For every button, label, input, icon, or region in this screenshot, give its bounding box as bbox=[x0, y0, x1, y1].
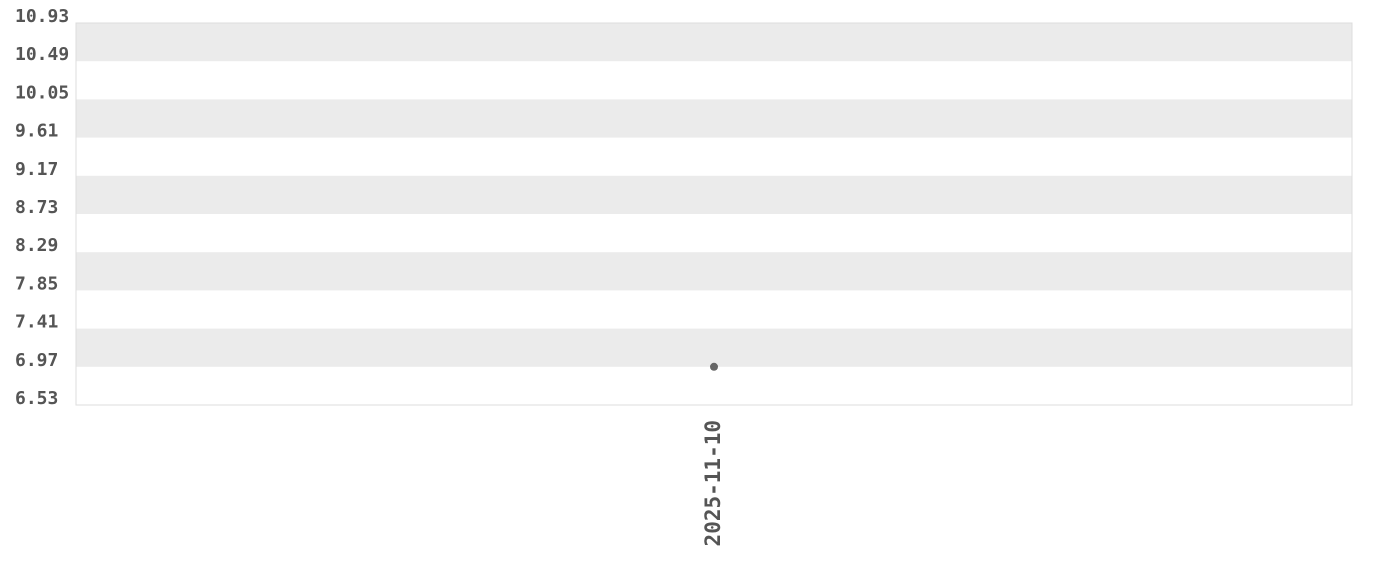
plot-area-border bbox=[75, 22, 1353, 406]
x-tick-label: 2025-11-10 bbox=[701, 420, 725, 546]
y-tick-label: 6.53 bbox=[15, 388, 58, 409]
y-tick-label: 10.93 bbox=[15, 6, 69, 27]
y-tick-label: 8.29 bbox=[15, 235, 58, 256]
y-tick-label: 10.49 bbox=[15, 44, 69, 65]
y-tick-label: 9.61 bbox=[15, 121, 58, 142]
grid-band bbox=[76, 252, 1352, 291]
grid-bands bbox=[76, 23, 1352, 367]
y-tick-label: 10.05 bbox=[15, 82, 69, 103]
y-axis: 10.93 10.49 10.05 9.61 9.17 8.73 8.29 7.85 7.41 6… bbox=[15, 6, 69, 409]
x-axis: 2025-11-10 bbox=[701, 420, 725, 546]
grid-band bbox=[76, 175, 1352, 214]
y-tick-label: 6.97 bbox=[15, 350, 58, 371]
data-point[interactable] bbox=[710, 362, 718, 371]
y-tick-label: 7.41 bbox=[15, 312, 58, 333]
grid-band bbox=[76, 23, 1352, 62]
y-tick-label: 8.73 bbox=[15, 197, 58, 218]
y-tick-label: 9.17 bbox=[15, 159, 58, 180]
grid-band bbox=[76, 328, 1352, 367]
y-tick-label: 7.85 bbox=[15, 273, 58, 294]
series-points bbox=[710, 362, 718, 371]
grid-band bbox=[76, 99, 1352, 138]
